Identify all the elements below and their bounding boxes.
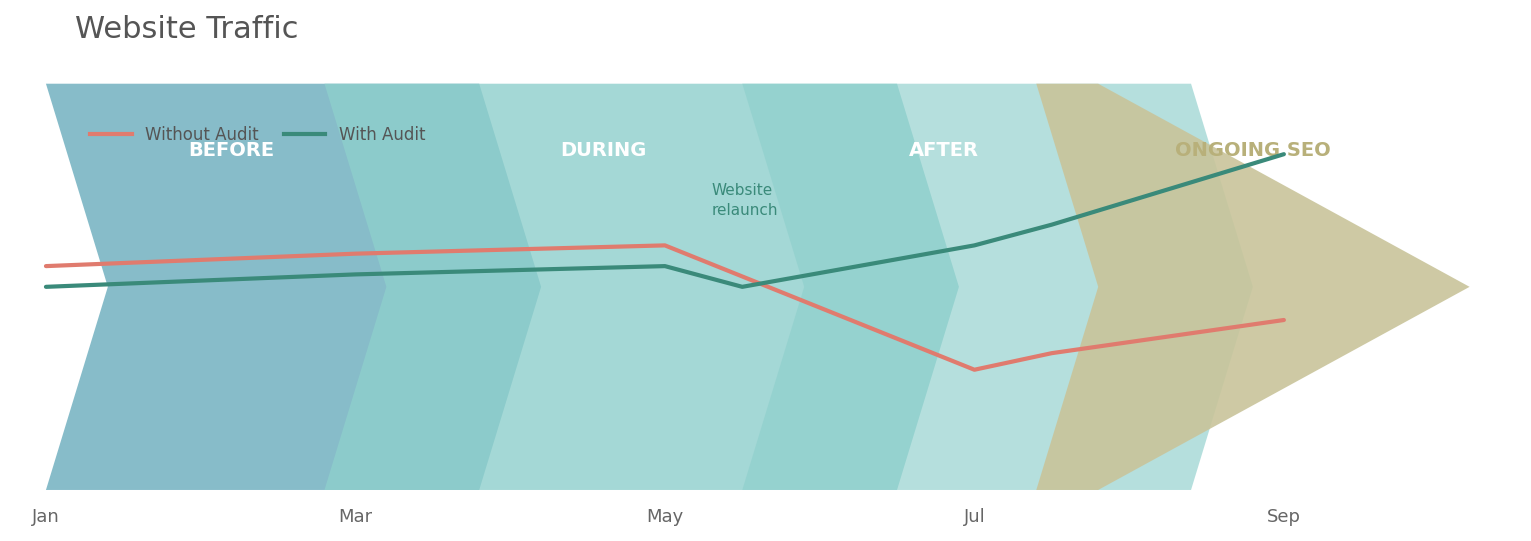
Text: Website Traffic: Website Traffic bbox=[75, 15, 299, 44]
Text: ONGOING SEO: ONGOING SEO bbox=[1176, 141, 1330, 160]
Text: Website
relaunch: Website relaunch bbox=[712, 183, 778, 218]
Text: AFTER: AFTER bbox=[908, 141, 978, 160]
Polygon shape bbox=[1036, 84, 1470, 490]
Text: DURING: DURING bbox=[560, 141, 646, 160]
Legend: Without Audit, With Audit: Without Audit, With Audit bbox=[83, 120, 432, 151]
Polygon shape bbox=[325, 84, 958, 490]
Polygon shape bbox=[46, 84, 540, 490]
Text: BEFORE: BEFORE bbox=[188, 141, 274, 160]
Polygon shape bbox=[743, 84, 1252, 490]
